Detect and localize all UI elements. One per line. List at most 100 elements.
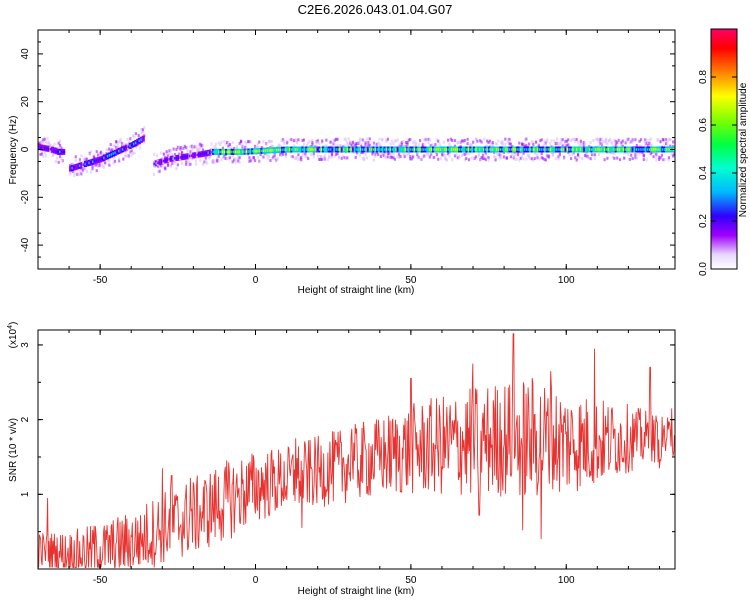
x-tick-label: -50 <box>93 575 108 586</box>
spectral-halo-cell <box>550 139 553 143</box>
spectral-halo-cell <box>623 151 626 155</box>
spectral-peak-cell <box>326 148 329 151</box>
colorbar-label: Normalized spectral amplitude <box>738 82 749 217</box>
spectral-halo-cell <box>295 155 299 159</box>
spectral-halo-cell <box>597 152 601 156</box>
spectral-peak-cell <box>628 148 631 151</box>
spectral-peak-cell <box>97 158 100 162</box>
spectral-halo-cell <box>417 143 420 147</box>
spectral-halo-cell <box>525 143 528 147</box>
spectral-peak-cell <box>99 158 102 161</box>
spectral-peak-cell <box>503 148 506 151</box>
spectral-peak-cell <box>40 146 43 149</box>
spectral-peak-cell <box>570 148 573 151</box>
spectral-peak-cell <box>391 148 394 151</box>
spectral-halo-cell <box>166 154 170 158</box>
spectral-halo-cell <box>57 160 60 164</box>
spectral-peak-cell <box>579 148 582 151</box>
spectral-peak-cell <box>469 148 472 151</box>
spectral-halo-cell <box>389 142 392 146</box>
spectral-halo-cell <box>349 140 352 144</box>
spectral-halo-cell <box>491 140 494 144</box>
spectral-halo-cell <box>635 153 638 157</box>
spectral-halo-cell <box>635 143 638 147</box>
spectral-halo-cell <box>178 146 181 150</box>
spectral-halo-cell <box>537 157 541 161</box>
spectral-halo-cell <box>616 156 619 160</box>
spectral-peak-cell <box>354 148 357 151</box>
spectral-halo-cell <box>407 151 410 155</box>
spectral-halo-cell <box>576 153 580 157</box>
spectral-halo-cell <box>585 154 588 158</box>
spectral-peak-cell <box>613 148 616 151</box>
spectral-halo-cell <box>127 140 131 144</box>
spectral-halo-cell <box>648 141 651 145</box>
spectral-peak-cell <box>661 148 665 151</box>
spectral-peak-cell <box>233 150 236 154</box>
spectral-halo-cell <box>536 153 539 157</box>
spectral-halo-cell <box>228 156 231 160</box>
spectral-halo-cell <box>557 143 560 147</box>
spectral-halo-cell <box>272 155 275 159</box>
spectral-halo-cell <box>225 141 229 145</box>
spectral-halo-cell <box>307 157 310 161</box>
spectral-halo-cell <box>251 158 254 162</box>
spectral-halo-cell <box>312 154 315 158</box>
spectral-halo-cell <box>511 152 514 156</box>
spectral-peak-cell <box>367 148 370 151</box>
spectral-halo-cell <box>554 144 557 148</box>
spectral-halo-cell <box>368 143 371 147</box>
spectral-peak-cell <box>88 161 91 165</box>
spectral-halo-cell <box>416 154 419 158</box>
spectral-peak-cell <box>95 159 98 162</box>
spectral-halo-cell <box>238 141 241 145</box>
spectral-halo-cell <box>628 157 631 161</box>
spectral-halo-cell <box>319 155 322 159</box>
spectral-peak-cell <box>473 148 476 151</box>
spectral-halo-cell <box>578 143 581 147</box>
spectral-halo-cell <box>165 152 168 156</box>
spectral-halo-cell <box>417 156 420 160</box>
spectral-peak-cell <box>443 148 446 151</box>
spectral-peak-cell <box>346 148 349 151</box>
spectral-halo-cell <box>627 153 630 157</box>
spectral-peak-cell <box>331 148 335 151</box>
spectral-halo-cell <box>377 152 380 156</box>
spectral-halo-cell <box>74 158 77 162</box>
spectral-halo-cell <box>274 159 278 163</box>
spectral-halo-cell <box>579 138 582 142</box>
spectral-halo-cell <box>542 156 545 160</box>
spectral-peak-cell <box>630 148 633 151</box>
spectral-halo-cell <box>354 142 357 146</box>
spectral-halo-cell <box>655 152 658 156</box>
spectral-peak-cell <box>488 148 491 151</box>
spectral-halo-cell <box>574 156 577 160</box>
spectral-halo-cell <box>281 139 285 143</box>
spectral-peak-cell <box>357 148 361 151</box>
spectral-peak-cell <box>464 148 467 151</box>
spectral-halo-cell <box>554 141 557 145</box>
spectral-halo-cell <box>379 155 383 159</box>
spectral-halo-cell <box>123 154 126 158</box>
spectral-peak-cell <box>425 148 428 151</box>
spectral-peak-cell <box>42 146 45 150</box>
spectral-peak-cell <box>361 148 364 151</box>
spectral-halo-cell <box>213 160 216 164</box>
spectral-halo-cell <box>98 164 101 168</box>
spectral-halo-cell <box>560 140 563 144</box>
spectral-halo-cell <box>130 147 133 151</box>
spectral-halo-cell <box>642 158 645 162</box>
spectral-peak-cell <box>479 148 482 151</box>
spectral-halo-cell <box>335 152 338 156</box>
spectral-halo-cell <box>509 142 513 146</box>
spectral-halo-cell <box>519 156 522 160</box>
spectral-halo-cell <box>239 140 243 144</box>
spectral-halo-cell <box>505 156 508 160</box>
spectral-halo-cell <box>666 140 669 144</box>
spectral-halo-cell <box>435 151 438 155</box>
spectral-halo-cell <box>78 170 82 174</box>
spectral-halo-cell <box>286 139 289 143</box>
spectral-peak-cell <box>160 160 164 163</box>
spectral-peak-cell <box>71 166 74 170</box>
spectral-halo-cell <box>49 143 52 147</box>
